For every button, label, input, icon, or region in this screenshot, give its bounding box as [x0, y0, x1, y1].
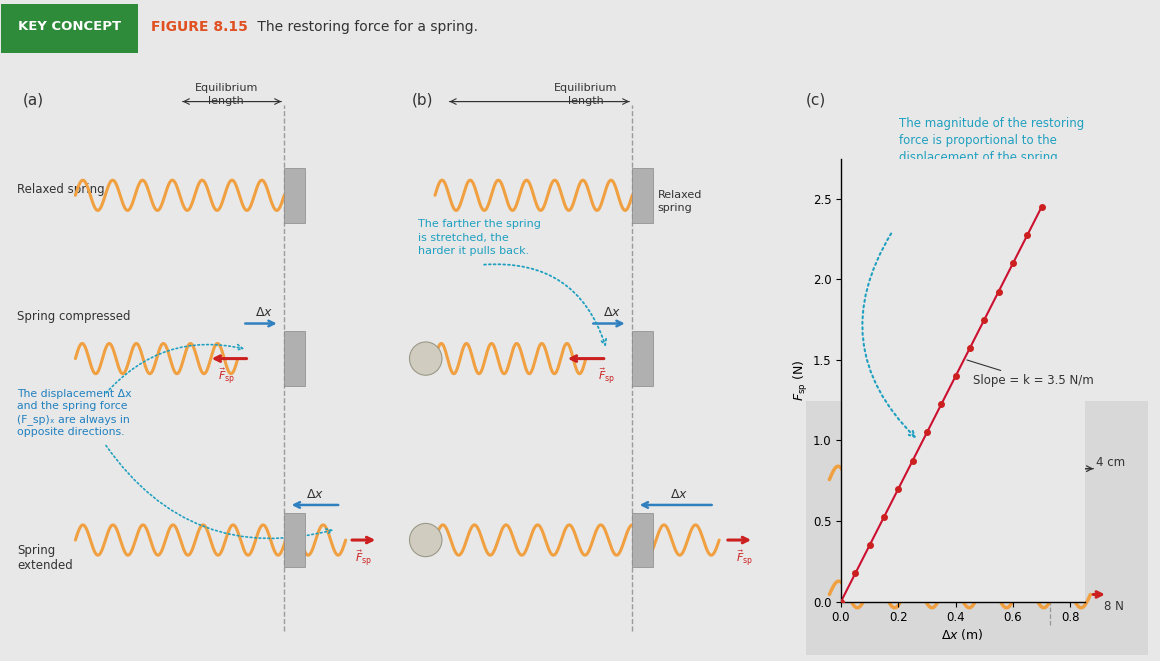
Text: $\Delta x$: $\Delta x$ — [603, 306, 622, 319]
Text: The farther the spring
is stretched, the
harder it pulls back.: The farther the spring is stretched, the… — [418, 219, 541, 256]
FancyBboxPatch shape — [1, 4, 138, 54]
Ellipse shape — [409, 524, 442, 557]
Text: 4 cm: 4 cm — [1096, 456, 1125, 469]
Text: 8 N: 8 N — [1103, 600, 1124, 613]
Text: Spring
extended: Spring extended — [17, 544, 73, 572]
Bar — [632, 513, 653, 567]
Text: KEY CONCEPT: KEY CONCEPT — [19, 20, 121, 34]
X-axis label: $\Delta x$ (m): $\Delta x$ (m) — [942, 627, 984, 642]
Bar — [284, 513, 305, 567]
Text: Relaxed
spring: Relaxed spring — [658, 190, 702, 213]
Text: The restoring force for a spring.: The restoring force for a spring. — [253, 20, 478, 34]
Text: $\vec{F}_{\rm sp}$: $\vec{F}_{\rm sp}$ — [218, 368, 234, 387]
Bar — [632, 331, 653, 386]
Text: $\vec{F}_{\rm sp}$: $\vec{F}_{\rm sp}$ — [599, 368, 615, 387]
Text: Equilibrium
length: Equilibrium length — [195, 83, 258, 106]
Text: Slope = k = 3.5 N/m: Slope = k = 3.5 N/m — [967, 360, 1094, 387]
Ellipse shape — [409, 342, 442, 375]
Text: The magnitude of the restoring
force is proportional to the
displacement of the : The magnitude of the restoring force is … — [899, 116, 1085, 180]
Bar — [1038, 460, 1059, 499]
Text: $\vec{F}_{\rm sp}$: $\vec{F}_{\rm sp}$ — [355, 549, 371, 569]
Bar — [806, 401, 1148, 655]
Y-axis label: $F_{\rm sp}$ (N): $F_{\rm sp}$ (N) — [792, 359, 810, 401]
Text: FIGURE 8.15: FIGURE 8.15 — [151, 20, 248, 34]
Text: $\Delta x$: $\Delta x$ — [255, 306, 274, 319]
Bar — [632, 168, 653, 223]
Text: (a): (a) — [23, 93, 44, 108]
Bar — [284, 331, 305, 386]
Text: $\vec{F}_{\rm sp}$: $\vec{F}_{\rm sp}$ — [737, 549, 753, 569]
Text: The displacement Δx
and the spring force
(F_sp)ₓ are always in
opposite directio: The displacement Δx and the spring force… — [17, 389, 132, 437]
Text: $\Delta x$: $\Delta x$ — [306, 488, 325, 500]
Text: (b): (b) — [412, 93, 434, 108]
Text: Spring compressed: Spring compressed — [17, 310, 131, 323]
Text: Equilibrium
length: Equilibrium length — [554, 83, 617, 106]
Text: (c): (c) — [806, 93, 826, 108]
Text: $\Delta x$: $\Delta x$ — [669, 488, 688, 500]
Text: Relaxed spring: Relaxed spring — [17, 182, 106, 196]
Bar — [284, 168, 305, 223]
